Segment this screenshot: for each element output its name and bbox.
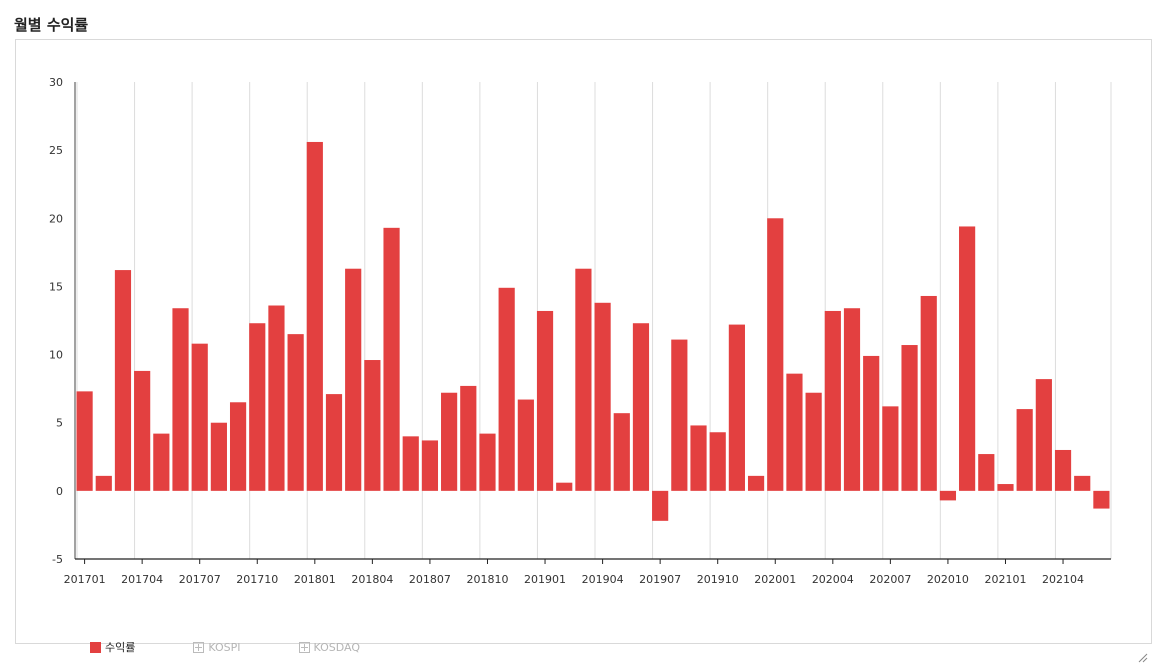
legend-toggle-icon [193,641,205,653]
y-tick-label: -5 [52,553,63,566]
x-tick-label: 201804 [351,573,393,586]
bar [536,310,554,491]
legend-label-kospi: KOSPI [208,640,241,654]
bar [594,302,611,491]
bar [805,392,822,491]
x-tick-label: 202101 [984,573,1026,586]
bar [441,392,458,491]
bar [517,399,534,491]
bar [229,402,247,491]
bar [1035,379,1052,491]
legend-item-return[interactable]: 수익률 [90,639,135,655]
bar [153,433,170,491]
bar [1074,475,1091,491]
bar [939,490,957,501]
bar [728,324,745,491]
x-tick-label: 201901 [524,573,566,586]
bar [824,310,841,491]
bar [556,482,573,491]
legend-swatch-return [90,641,101,653]
bar [671,339,688,491]
bar [997,484,1014,491]
x-tick-label: 201801 [294,573,336,586]
bar [786,373,803,491]
y-tick-label: 0 [56,485,63,498]
legend-toggle-icon [298,641,310,653]
bar [268,305,285,491]
y-tick-label: 5 [56,417,63,430]
y-tick-label: 15 [49,280,63,293]
x-tick-label: 201907 [639,573,681,586]
x-tick-label: 202010 [927,573,969,586]
y-tick-label: 10 [49,349,63,362]
bar [306,141,323,491]
y-tick-label: 20 [49,212,63,225]
y-tick-label: 25 [49,144,63,157]
page-title: 월별 수익률 [14,16,89,34]
x-tick-label: 201807 [409,573,451,586]
chart-panel: -5 0 5 10 15 20 25 30 201701 201704 201707 201710 20… [15,39,1152,663]
bar [383,227,400,491]
chart-legend: 수익률 KOSPI KOSDAQ [90,638,418,656]
bar [134,370,151,491]
y-tick-label: 30 [49,76,63,89]
bar [959,226,976,491]
bar [114,270,132,491]
legend-item-kospi[interactable]: KOSPI [193,640,241,654]
bar [421,440,439,491]
bar [863,355,880,491]
legend-label-return: 수익률 [105,641,136,654]
bar [1093,490,1110,509]
bar [882,406,899,491]
legend-label-kosdaq: KOSDAQ [313,640,361,654]
resize-handle-icon[interactable] [1138,653,1148,663]
bar [191,343,208,491]
bar [978,454,995,491]
x-tick-label: 202004 [812,573,854,586]
bar [709,432,726,491]
bar [95,475,112,491]
bar [479,433,496,491]
bar [613,413,630,491]
bar [690,425,707,491]
bar [210,422,227,491]
bar [747,475,765,491]
bar [249,323,266,491]
x-tick-label: 201704 [121,573,163,586]
bar [76,391,93,491]
x-tick-label: 201707 [179,573,221,586]
bar [345,268,362,491]
bar [920,295,937,491]
bar [767,218,784,491]
bar [498,287,515,491]
bar [901,345,918,491]
x-tick-label: 202007 [869,573,911,586]
x-tick-label: 202001 [754,573,796,586]
bar [325,394,343,491]
bar [575,268,592,491]
bar [172,308,189,491]
bar [402,436,419,491]
bar [632,323,650,491]
x-tick-label: 202104 [1042,573,1084,586]
x-tick-label: 201810 [466,573,508,586]
bar [843,308,861,491]
bar [460,385,477,491]
x-tick-label: 201904 [582,573,624,586]
bar [1054,449,1072,491]
bar [652,490,669,521]
bar [287,334,304,491]
monthly-return-chart: -5 0 5 10 15 20 25 30 201701 201704 201707 201710 20… [49,76,1112,586]
x-tick-label: 201910 [697,573,739,586]
bar [1016,409,1033,491]
bar [364,360,381,491]
x-tick-label: 201710 [236,573,278,586]
legend-item-kosdaq[interactable]: KOSDAQ [298,640,361,654]
x-tick-label: 201701 [64,573,106,586]
